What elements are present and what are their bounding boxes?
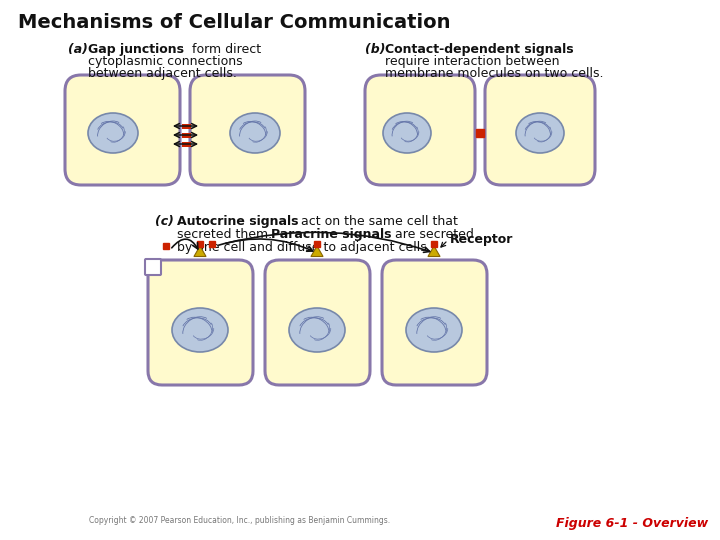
Text: by one cell and diffuse to adjacent cells.: by one cell and diffuse to adjacent cell…: [177, 241, 431, 254]
Ellipse shape: [172, 308, 228, 352]
Text: secreted them.: secreted them.: [177, 228, 276, 241]
FancyBboxPatch shape: [382, 260, 487, 385]
Ellipse shape: [289, 308, 345, 352]
Text: Figure 6-1 - Overview: Figure 6-1 - Overview: [556, 517, 708, 530]
Text: (a): (a): [68, 43, 92, 56]
Ellipse shape: [88, 113, 138, 153]
FancyBboxPatch shape: [265, 260, 370, 385]
Text: form direct: form direct: [188, 43, 261, 56]
Text: Copyright © 2007 Pearson Education, Inc., publishing as Benjamin Cummings.: Copyright © 2007 Pearson Education, Inc.…: [89, 516, 390, 525]
Text: are secreted: are secreted: [391, 228, 474, 241]
Text: Contact-dependent signals: Contact-dependent signals: [385, 43, 574, 56]
FancyBboxPatch shape: [145, 259, 161, 275]
Text: (c): (c): [155, 215, 179, 228]
Text: act on the same cell that: act on the same cell that: [297, 215, 458, 228]
FancyBboxPatch shape: [365, 75, 475, 185]
Text: membrane molecules on two cells.: membrane molecules on two cells.: [385, 67, 603, 80]
FancyBboxPatch shape: [148, 260, 253, 385]
FancyBboxPatch shape: [190, 75, 305, 185]
FancyBboxPatch shape: [65, 75, 180, 185]
Text: Mechanisms of Cellular Communication: Mechanisms of Cellular Communication: [18, 13, 451, 32]
Text: Autocrine signals: Autocrine signals: [177, 215, 299, 228]
Bar: [182, 133, 191, 138]
Ellipse shape: [383, 113, 431, 153]
Ellipse shape: [406, 308, 462, 352]
Text: Gap junctions: Gap junctions: [88, 43, 184, 56]
Text: (b): (b): [365, 43, 390, 56]
Text: between adjacent cells.: between adjacent cells.: [88, 67, 237, 80]
Bar: [182, 142, 191, 147]
Text: Receptor: Receptor: [450, 233, 513, 246]
Text: Paracrine signals: Paracrine signals: [271, 228, 392, 241]
FancyBboxPatch shape: [485, 75, 595, 185]
Text: require interaction between: require interaction between: [385, 55, 559, 68]
Text: cytoplasmic connections: cytoplasmic connections: [88, 55, 243, 68]
Ellipse shape: [516, 113, 564, 153]
Bar: [182, 124, 191, 129]
Ellipse shape: [230, 113, 280, 153]
